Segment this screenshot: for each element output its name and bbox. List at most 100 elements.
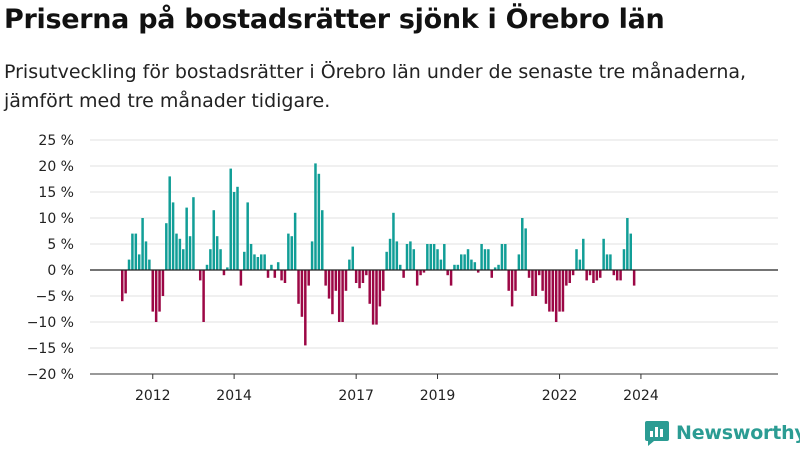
y-tick-label: 20 %: [38, 159, 74, 175]
bar: [476, 270, 480, 273]
bar: [185, 207, 188, 270]
bar: [632, 270, 636, 286]
bar: [592, 270, 595, 283]
bar: [371, 270, 375, 325]
bar: [483, 249, 487, 270]
bar: [460, 254, 463, 270]
bar: [236, 186, 239, 270]
bar: [609, 254, 612, 270]
bar: [154, 270, 158, 322]
bar: [432, 244, 436, 270]
bar: [222, 270, 226, 276]
bar: [209, 249, 212, 270]
bar: [497, 264, 500, 270]
bar: [429, 244, 432, 270]
bar: [354, 270, 358, 283]
bar: [124, 270, 127, 294]
bar: [544, 270, 548, 304]
bar: [378, 270, 382, 307]
bar: [534, 270, 538, 296]
bar: [263, 254, 266, 270]
bar: [215, 236, 219, 270]
newsworthy-logo-icon: [645, 421, 669, 446]
bar: [192, 197, 195, 270]
bar: [331, 270, 334, 315]
bars: [121, 163, 636, 346]
bar: [327, 270, 331, 299]
bar: [626, 218, 629, 270]
bar: [456, 264, 460, 270]
bar: [565, 270, 568, 286]
bar: [588, 270, 592, 276]
bar: [517, 254, 521, 270]
bar: [575, 249, 578, 270]
bar: [388, 238, 392, 270]
bar: [480, 244, 483, 270]
bar: [571, 270, 575, 276]
bar: [392, 212, 395, 270]
bar: [385, 251, 388, 270]
bar: [524, 228, 527, 270]
x-tick-label: 2014: [216, 388, 252, 404]
chart-subtitle: Prisutveckling för bostadsrätter i Örebr…: [4, 61, 747, 112]
bar: [246, 202, 249, 270]
y-tick-label: 0 %: [47, 263, 74, 279]
y-tick-label: −15 %: [27, 341, 74, 357]
bar: [243, 251, 246, 270]
bar: [188, 236, 192, 270]
bar: [137, 254, 141, 270]
bar: [321, 210, 324, 270]
brand-name: Newsworthy: [676, 422, 800, 444]
bar: [134, 233, 138, 270]
bar: [443, 244, 446, 270]
bar: [537, 270, 541, 276]
bar: [256, 257, 260, 270]
bar: [473, 262, 477, 270]
bar: [402, 270, 405, 278]
bar: [202, 270, 205, 322]
bar: [507, 270, 510, 291]
bar: [487, 249, 490, 270]
bar: [493, 267, 497, 270]
x-tick-label: 2012: [135, 388, 171, 404]
bar: [178, 238, 182, 270]
y-tick-label: 5 %: [47, 237, 74, 253]
bar: [351, 246, 355, 270]
bar: [334, 270, 338, 291]
bar: [578, 259, 582, 270]
bar: [212, 210, 216, 270]
bar: [602, 238, 605, 270]
bar: [337, 270, 341, 322]
bar: [239, 270, 243, 286]
y-tick-label: 25 %: [38, 133, 74, 149]
bar: [470, 259, 473, 270]
bar: [439, 259, 443, 270]
y-tick-label: 10 %: [38, 211, 74, 227]
bar: [382, 270, 385, 291]
bar: [622, 249, 626, 270]
y-tick-label: −10 %: [27, 315, 74, 331]
bar: [205, 264, 209, 270]
bar: [198, 270, 202, 281]
bar: [324, 270, 327, 286]
bar: [293, 212, 297, 270]
bar: [280, 270, 283, 281]
bar: [365, 270, 368, 276]
bar: [182, 249, 185, 270]
bar: [595, 270, 599, 281]
bar: [300, 270, 304, 317]
newsworthy-logo: Newsworthy: [644, 419, 800, 447]
bar: [426, 244, 429, 270]
bar: [548, 270, 551, 312]
bar: [368, 270, 371, 304]
bar: [415, 270, 419, 286]
bar: [514, 270, 517, 291]
x-tick-label: 2017: [338, 388, 374, 404]
bar: [422, 270, 426, 273]
y-tick-label: 15 %: [38, 185, 74, 201]
bar: [466, 249, 470, 270]
bar: [148, 259, 151, 270]
bar: [151, 270, 155, 312]
bar: [436, 249, 439, 270]
bar: [361, 270, 365, 283]
